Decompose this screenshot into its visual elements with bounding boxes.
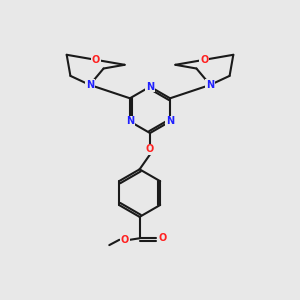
- Text: O: O: [200, 55, 208, 65]
- Text: N: N: [146, 82, 154, 92]
- Text: O: O: [158, 233, 166, 243]
- Text: O: O: [121, 235, 129, 245]
- Text: N: N: [206, 80, 214, 90]
- Text: N: N: [166, 116, 174, 127]
- Text: N: N: [86, 80, 94, 90]
- Text: N: N: [126, 116, 134, 127]
- Text: O: O: [146, 144, 154, 154]
- Text: O: O: [92, 55, 100, 65]
